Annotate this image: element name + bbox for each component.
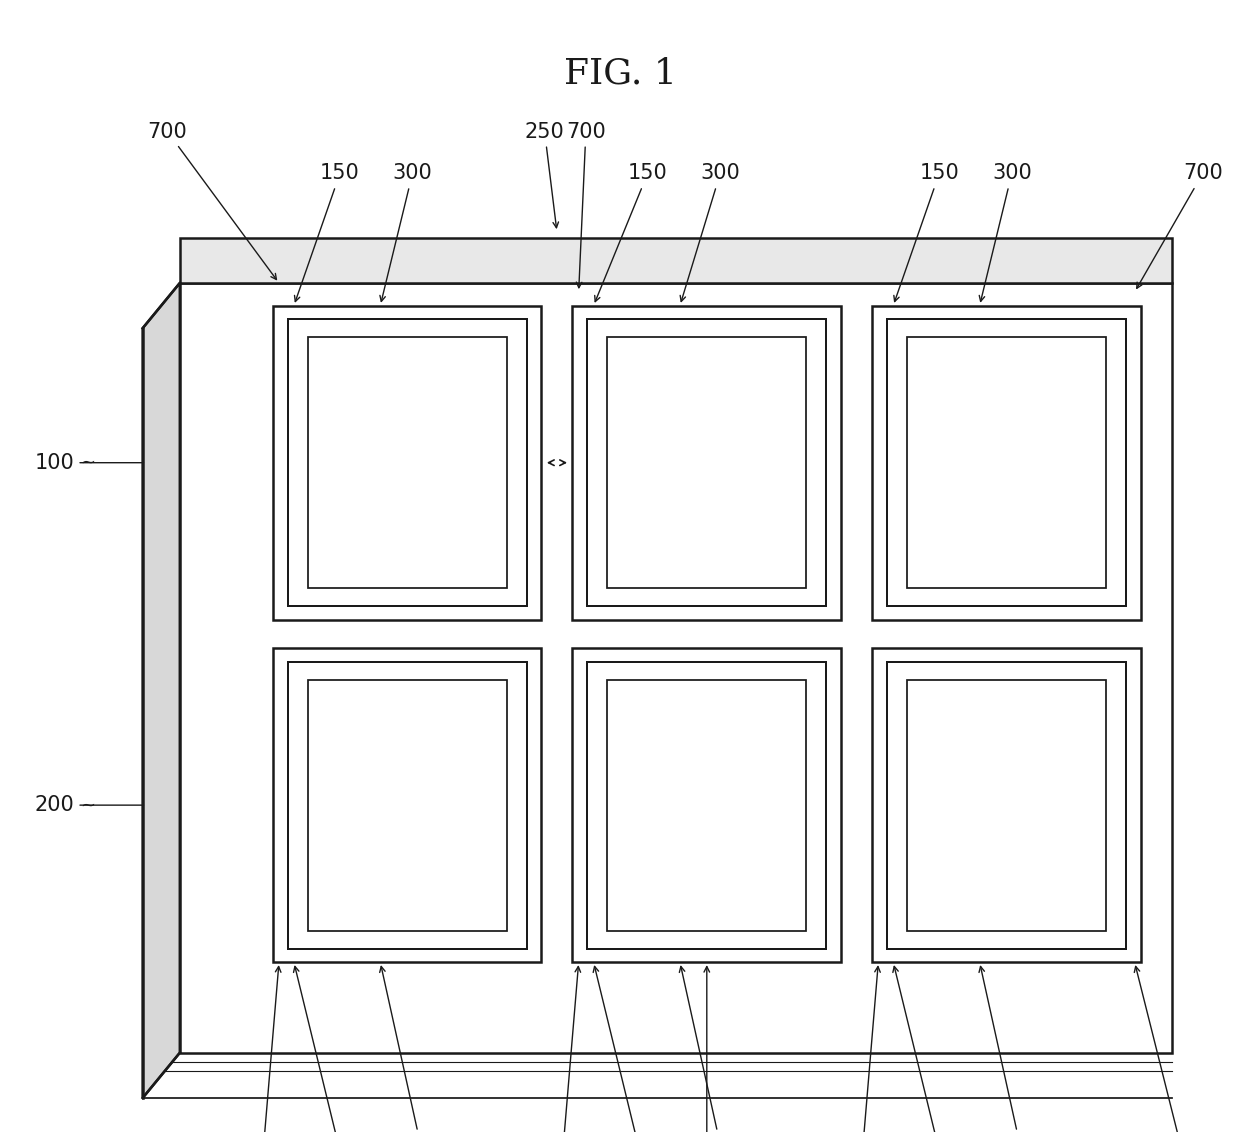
Text: 150: 150 — [595, 163, 667, 301]
Bar — [573, 306, 841, 620]
Text: 700: 700 — [1135, 967, 1210, 1132]
Bar — [887, 661, 1126, 949]
Text: 700: 700 — [241, 967, 281, 1132]
Bar — [872, 306, 1141, 620]
Polygon shape — [143, 283, 180, 1098]
Bar — [906, 679, 1106, 931]
Bar — [608, 679, 806, 931]
Text: 300: 300 — [980, 967, 1040, 1132]
Bar — [288, 319, 527, 606]
Text: 700: 700 — [687, 967, 727, 1132]
Text: 250: 250 — [525, 121, 564, 228]
Text: ~: ~ — [81, 454, 95, 472]
Bar — [588, 661, 826, 949]
Bar — [180, 283, 1172, 1053]
Text: 700: 700 — [541, 967, 580, 1132]
Text: 150: 150 — [593, 967, 667, 1132]
Text: 100: 100 — [35, 453, 144, 473]
Text: 700: 700 — [1137, 163, 1223, 289]
Text: 300: 300 — [680, 967, 740, 1132]
Text: II: II — [577, 429, 589, 449]
Text: 700: 700 — [565, 121, 606, 288]
Text: 150: 150 — [295, 163, 360, 301]
Bar — [273, 648, 542, 962]
Bar — [573, 648, 841, 962]
Bar — [887, 319, 1126, 606]
Bar — [273, 306, 542, 620]
Text: 300: 300 — [681, 163, 740, 301]
Text: ~: ~ — [81, 796, 95, 814]
Text: 200: 200 — [35, 795, 144, 815]
Text: 700: 700 — [148, 121, 277, 280]
Bar — [308, 679, 507, 931]
Bar — [288, 661, 527, 949]
Text: II: II — [526, 429, 538, 449]
Bar — [872, 648, 1141, 962]
Text: 300: 300 — [379, 967, 440, 1132]
Bar — [308, 337, 507, 589]
Bar — [608, 337, 806, 589]
Text: 150: 150 — [893, 967, 967, 1132]
Text: 150: 150 — [294, 967, 368, 1132]
Polygon shape — [180, 238, 1172, 283]
Text: 300: 300 — [379, 163, 433, 301]
Text: 300: 300 — [980, 163, 1032, 301]
Bar — [906, 337, 1106, 589]
Bar — [588, 319, 826, 606]
Text: 150: 150 — [894, 163, 960, 301]
Text: FIG. 1: FIG. 1 — [563, 57, 677, 91]
Text: 700: 700 — [839, 967, 880, 1132]
